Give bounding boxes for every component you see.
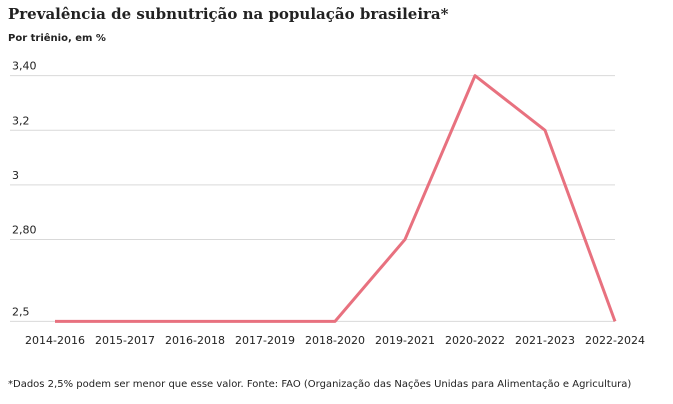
line [55, 74, 617, 323]
x-tick-label: 2021-2023 [515, 334, 575, 347]
x-tick-label: 2016-2018 [165, 334, 225, 347]
chart-title: Prevalência de subnutrição na população … [8, 5, 449, 23]
y-tick-label: 2,5 [12, 305, 30, 318]
x-tick-label: 2019-2021 [375, 334, 435, 347]
y-tick-label: 3,2 [12, 114, 30, 127]
y-tick-label: 3 [12, 169, 19, 182]
chart-subtitle: Por triênio, em % [8, 32, 106, 44]
x-tick-label: 2014-2016 [25, 334, 85, 347]
x-tick-label: 2022-2024 [585, 334, 645, 347]
y-tick-label: 2,80 [12, 223, 37, 236]
x-tick-label: 2015-2017 [95, 334, 155, 347]
footnote: *Dados 2,5% podem ser menor que esse val… [8, 379, 631, 390]
x-tick-label: 2017-2019 [235, 334, 295, 347]
x-tick-label: 2018-2020 [305, 334, 365, 347]
y-tick-label: 3,40 [12, 60, 37, 73]
x-tick-label: 2020-2022 [445, 334, 505, 347]
